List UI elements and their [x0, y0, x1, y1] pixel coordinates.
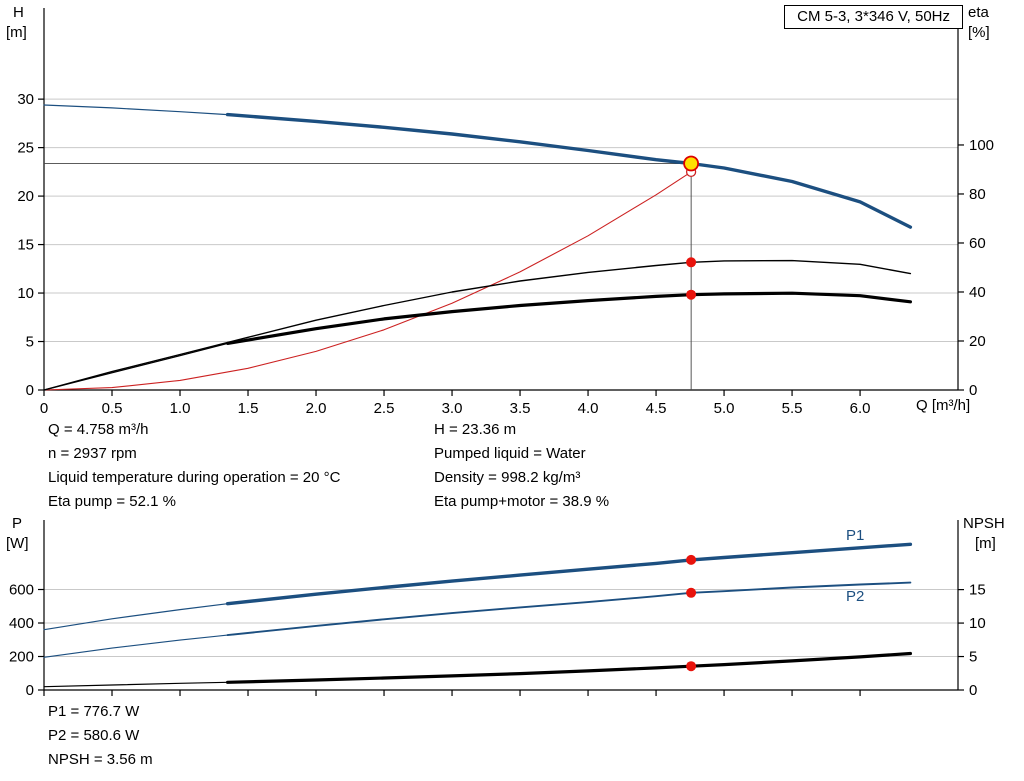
- x-tick-label: 3.0: [442, 400, 463, 417]
- result-p2: P2 = 580.6 W: [48, 727, 140, 744]
- y-right-tick-label: 40: [969, 284, 986, 301]
- q-axis-label: Q [m³/h]: [916, 397, 971, 414]
- y-right-tick-label: 100: [969, 137, 994, 154]
- npsh-curve: [226, 651, 913, 684]
- y-left-tick-label: 600: [9, 582, 34, 599]
- result-p1: P1 = 776.7 W: [48, 703, 140, 720]
- hq-curve-extended: [43, 104, 229, 116]
- y-left-tick-label: 20: [17, 188, 34, 205]
- info-flow: Q = 4.758 m³/h: [48, 421, 149, 438]
- info-liquid: Pumped liquid = Water: [434, 445, 586, 462]
- y-right-tick-label: 0: [969, 382, 977, 399]
- y-right-tick-label: 60: [969, 235, 986, 252]
- p-axis-symbol: P: [12, 515, 23, 532]
- eta-pump-motor-curve: [226, 291, 913, 345]
- y-left-tick-label: 15: [17, 237, 34, 254]
- hq-curve: [225, 112, 913, 229]
- x-tick-label: 2.5: [374, 400, 395, 417]
- x-tick-label: 2.0: [306, 400, 327, 417]
- y-left-tick-label: 400: [9, 615, 34, 632]
- similarity-parabola: [43, 171, 692, 391]
- y-right-tick-label: 15: [969, 582, 986, 599]
- p2-curve-label: P2: [846, 588, 865, 605]
- pump-model-box: CM 5-3, 3*346 V, 50Hz: [784, 5, 963, 29]
- info-temperature: Liquid temperature during operation = 20…: [48, 469, 341, 486]
- npsh-marker: [686, 661, 697, 672]
- x-tick-label: 6.0: [850, 400, 871, 417]
- h-axis-unit: [m]: [6, 24, 27, 41]
- y-right-tick-label: 5: [969, 649, 977, 666]
- npsh-axis-symbol: NPSH: [963, 515, 1005, 532]
- npsh-axis-unit: [m]: [975, 535, 996, 552]
- y-left-tick-label: 200: [9, 649, 34, 666]
- y-right-tick-label: 80: [969, 186, 986, 203]
- x-tick-label: 0.5: [102, 400, 123, 417]
- duty-point-marker[interactable]: [683, 155, 699, 172]
- h-axis-symbol: H: [13, 4, 24, 21]
- eta-pump-motor-extended: [43, 342, 229, 391]
- x-tick-label: 1.5: [238, 400, 259, 417]
- y-left-tick-label: 25: [17, 140, 34, 157]
- p1-marker: [686, 554, 697, 565]
- x-tick-label: 0: [40, 400, 48, 417]
- y-right-tick-label: 0: [969, 682, 977, 699]
- y-left-tick-label: 0: [26, 382, 34, 399]
- y-right-tick-label: 10: [969, 615, 986, 632]
- info-eta-pumpmotor: Eta pump+motor = 38.9 %: [434, 493, 610, 510]
- operating-info-left-column: Q = 4.758 m³/h n = 2937 rpm Liquid tempe…: [48, 418, 340, 514]
- eta-axis-unit: [%]: [968, 24, 990, 41]
- p1-curve: [225, 542, 913, 606]
- p2-marker: [686, 587, 697, 598]
- p2-curve-extended: [43, 634, 229, 658]
- eta-axis-symbol: eta: [968, 4, 989, 21]
- eta-pump-motor-marker: [686, 289, 697, 300]
- info-head: H = 23.36 m: [434, 421, 517, 438]
- info-speed: n = 2937 rpm: [48, 445, 137, 462]
- y-left-tick-label: 0: [26, 682, 34, 699]
- x-tick-label: 5.0: [714, 400, 735, 417]
- info-eta-pump: Eta pump = 52.1 %: [48, 493, 176, 510]
- y-left-tick-label: 5: [26, 334, 34, 351]
- eta-pump-curve: [43, 259, 912, 391]
- x-tick-label: 4.0: [578, 400, 599, 417]
- x-tick-label: 4.5: [646, 400, 667, 417]
- x-tick-label: 3.5: [510, 400, 531, 417]
- npsh-curve-extended: [43, 681, 229, 688]
- result-npsh: NPSH = 3.56 m: [48, 751, 153, 768]
- result-info-block: P1 = 776.7 W P2 = 580.6 W NPSH = 3.56 m: [48, 700, 153, 772]
- p-axis-unit: [W]: [6, 535, 29, 552]
- y-left-tick-label: 30: [17, 91, 34, 108]
- p1-curve-label: P1: [846, 527, 865, 544]
- info-density: Density = 998.2 kg/m³: [434, 469, 581, 486]
- operating-info-right-column: H = 23.36 m Pumped liquid = Water Densit…: [434, 418, 609, 514]
- y-right-tick-label: 20: [969, 333, 986, 350]
- x-tick-label: 5.5: [782, 400, 803, 417]
- y-left-tick-label: 10: [17, 285, 34, 302]
- x-tick-label: 1.0: [170, 400, 191, 417]
- p2-curve: [226, 581, 912, 637]
- eta-pump-marker: [686, 257, 697, 268]
- p1-curve-extended: [43, 603, 229, 631]
